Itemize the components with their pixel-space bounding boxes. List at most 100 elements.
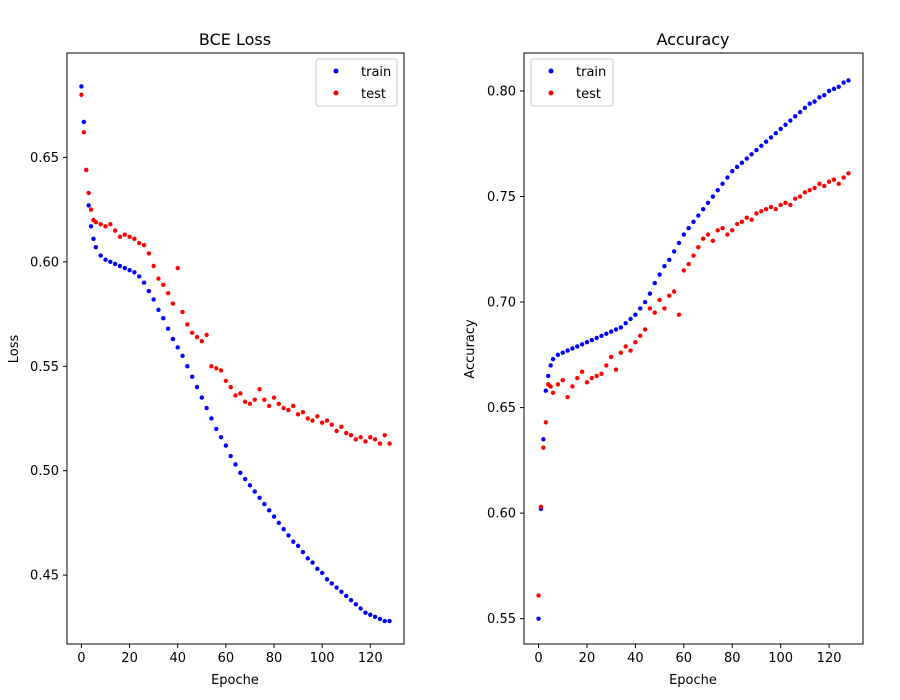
loss-train-point: [223, 443, 229, 448]
loss-train-point: [175, 345, 180, 350]
loss-train-point: [185, 364, 190, 369]
accuracy-test-point: [599, 371, 604, 377]
accuracy-train-point: [759, 143, 764, 149]
loss-test-point: [348, 432, 354, 438]
loss-legend-train-marker: [333, 68, 339, 74]
accuracy-train-point: [676, 240, 682, 246]
loss-train-point: [300, 549, 306, 555]
accuracy-train-point: [831, 86, 837, 92]
accuracy-train-point: [739, 160, 745, 165]
accuracy-test-point: [768, 204, 774, 210]
loss-train-point: [156, 307, 161, 313]
accuracy-train-point: [807, 101, 812, 106]
accuracy-train-point: [623, 320, 628, 326]
accuracy-test-point: [773, 206, 779, 212]
loss-legend: train test: [315, 58, 398, 107]
loss-test-point: [310, 418, 315, 423]
loss-train-point: [132, 270, 137, 275]
loss-test-point: [262, 397, 267, 402]
accuracy-x-tick-label: 60: [676, 651, 693, 666]
accuracy-train-point: [555, 352, 561, 358]
accuracy-train-point: [826, 88, 832, 94]
loss-y-ticks: 0.45 0.50 0.55 0.60 0.65: [30, 151, 67, 584]
accuracy-test-point: [565, 394, 570, 400]
accuracy-legend: train test: [530, 58, 614, 107]
loss-test-point: [93, 219, 99, 225]
loss-test-point: [132, 236, 137, 242]
loss-train-point: [257, 495, 262, 501]
loss-train-point: [382, 618, 387, 624]
loss-train-point: [93, 245, 99, 250]
accuracy-test-point: [730, 228, 735, 233]
loss-train-point: [324, 577, 330, 582]
loss-x-axis-label: Epoche: [211, 673, 259, 688]
loss-test-point: [122, 232, 127, 237]
accuracy-test-point: [836, 181, 841, 187]
loss-test-point: [295, 412, 301, 417]
accuracy-test-point: [608, 354, 614, 360]
accuracy-y-tick-label: 0.70: [487, 296, 516, 311]
accuracy-test-point: [817, 181, 822, 187]
accuracy-y-tick-label: 0.65: [487, 401, 516, 416]
loss-train-point: [281, 526, 286, 532]
accuracy-train-point: [642, 299, 648, 305]
loss-test-point: [189, 330, 195, 336]
loss-test-point: [137, 240, 142, 246]
accuracy-train-point: [638, 306, 643, 311]
loss-train-point: [146, 288, 152, 294]
loss-train-point: [98, 253, 103, 258]
loss-x-tick-label: 120: [358, 651, 383, 666]
accuracy-train-point: [657, 272, 662, 277]
accuracy-train-point: [841, 80, 846, 85]
accuracy-test-point: [548, 384, 553, 389]
accuracy-train-point: [594, 335, 599, 341]
loss-train-point: [204, 405, 209, 411]
accuracy-test-point: [575, 375, 580, 381]
loss-train-point: [122, 265, 127, 271]
accuracy-legend-train-label: train: [576, 65, 606, 80]
loss-test-point: [305, 416, 310, 421]
accuracy-test-point: [739, 219, 745, 225]
loss-test-point: [86, 190, 91, 196]
loss-test-point: [98, 222, 103, 227]
accuracy-train-point: [579, 342, 585, 347]
accuracy-test-point: [705, 232, 711, 237]
accuracy-x-tick-label: 40: [627, 651, 644, 666]
accuracy-train-point: [647, 291, 653, 296]
loss-legend-test-label: test: [361, 87, 386, 102]
accuracy-test-point: [715, 228, 720, 233]
accuracy-test-point: [555, 382, 561, 387]
accuracy-test-point: [541, 445, 546, 450]
loss-train-point: [315, 566, 320, 572]
loss-test-point: [242, 399, 248, 404]
loss-test-point: [291, 403, 296, 409]
accuracy-train-point: [788, 118, 793, 123]
loss-test-point: [276, 401, 282, 407]
accuracy-y-tick-label: 0.80: [487, 84, 516, 99]
loss-test-point: [180, 309, 185, 315]
loss-train-point: [127, 267, 132, 273]
accuracy-test-point: [633, 339, 638, 345]
accuracy-panel: Accuracy 0 20 40 60 80 100 120 0.55 0.60 0.65 0.7…: [463, 30, 864, 688]
loss-train-point: [387, 618, 392, 624]
accuracy-train-point: [822, 93, 827, 98]
accuracy-legend-test-marker: [548, 90, 554, 96]
loss-train-point: [151, 297, 156, 302]
accuracy-test-point: [671, 289, 677, 294]
accuracy-train-point: [754, 147, 759, 153]
accuracy-train-point: [536, 616, 541, 621]
accuracy-train-point: [652, 280, 657, 286]
loss-train-point: [189, 374, 195, 379]
accuracy-x-tick-label: 100: [768, 651, 793, 666]
loss-test-point: [209, 364, 214, 369]
accuracy-train-point: [749, 152, 754, 157]
accuracy-axes-frame: [523, 52, 864, 645]
accuracy-train-point: [715, 188, 720, 193]
loss-test-point: [252, 397, 257, 402]
loss-train-point: [348, 597, 354, 603]
accuracy-test-point: [783, 200, 788, 206]
accuracy-train-point: [691, 219, 696, 225]
accuracy-test-point: [543, 420, 548, 425]
loss-test-point: [363, 439, 368, 444]
